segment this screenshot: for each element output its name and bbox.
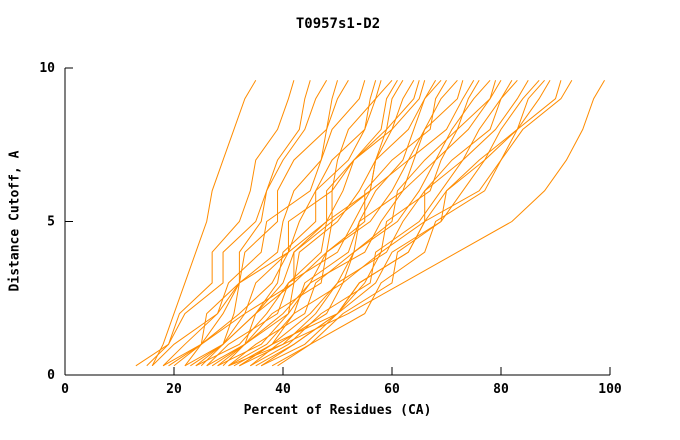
series-line (228, 80, 605, 367)
series-line (151, 80, 257, 367)
y-tick-label: 5 (47, 215, 55, 230)
x-axis-label: Percent of Residues (CA) (243, 403, 432, 418)
x-tick-label: 80 (493, 382, 509, 397)
series-line (239, 79, 518, 367)
series-line (250, 80, 529, 367)
x-tick-label: 20 (166, 382, 182, 397)
series-line (249, 80, 497, 367)
series-line (239, 79, 442, 367)
x-tick-label: 60 (384, 382, 400, 397)
series-line (277, 80, 562, 367)
series-line (206, 80, 475, 367)
series-line (135, 80, 328, 367)
series-line (146, 80, 295, 367)
series-line (233, 80, 573, 367)
series-line (173, 80, 311, 367)
series-line (151, 80, 366, 367)
series-line (260, 79, 540, 367)
series-line (255, 79, 545, 367)
series-line (228, 80, 502, 367)
series-line (211, 80, 398, 367)
y-tick-label: 10 (39, 61, 55, 76)
series-line (222, 80, 420, 367)
series-line (239, 80, 480, 367)
x-tick-label: 100 (598, 382, 622, 397)
series-line (162, 79, 393, 367)
x-tick-label: 0 (61, 382, 69, 397)
series-line (217, 80, 447, 367)
series-line (200, 80, 377, 367)
y-axis-label: Distance Cutoff, A (7, 150, 23, 292)
series-line (217, 79, 491, 367)
y-tick-label: 0 (47, 368, 55, 383)
series-line (190, 80, 349, 367)
chart-title: T0957s1-D2 (295, 16, 381, 32)
series-line (162, 80, 338, 367)
series-line (184, 80, 437, 367)
x-tick-label: 40 (275, 382, 291, 397)
series-line (195, 79, 458, 367)
